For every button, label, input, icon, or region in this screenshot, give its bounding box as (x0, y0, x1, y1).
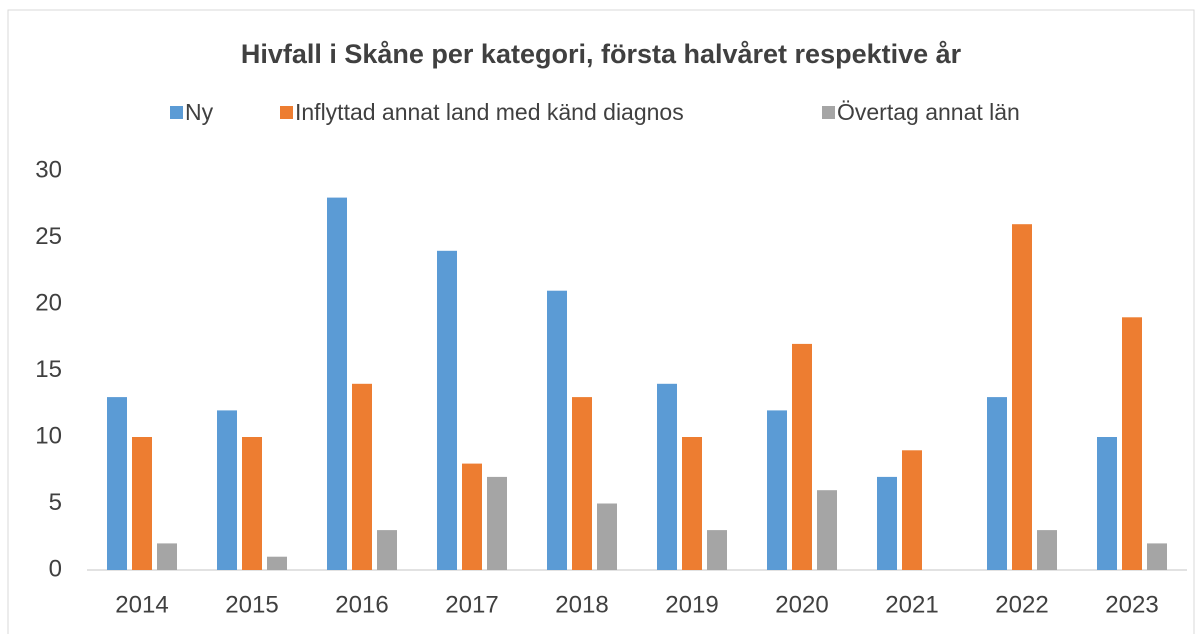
x-tick-label: 2020 (775, 591, 828, 618)
bar (817, 490, 837, 570)
bar (157, 543, 177, 570)
y-tick-label: 15 (35, 356, 62, 383)
y-tick-label: 5 (49, 489, 62, 516)
bar (217, 410, 237, 570)
x-tick-label: 2015 (225, 591, 278, 618)
legend-swatch (280, 106, 293, 119)
bar (597, 503, 617, 570)
bar (327, 197, 347, 570)
bar (462, 463, 482, 570)
bar (707, 530, 727, 570)
bar (377, 530, 397, 570)
legend-label: Inflyttad annat land med känd diagnos (295, 99, 684, 125)
bar (267, 556, 287, 570)
bar (877, 476, 897, 570)
legend-label: Övertag annat län (837, 99, 1020, 125)
bar (487, 476, 507, 570)
bar (902, 450, 922, 570)
bar (242, 437, 262, 570)
x-tick-label: 2016 (335, 591, 388, 618)
x-tick-label: 2018 (555, 591, 608, 618)
y-tick-label: 20 (35, 289, 62, 316)
y-tick-label: 25 (35, 223, 62, 250)
x-tick-label: 2023 (1105, 591, 1158, 618)
y-tick-label: 30 (35, 156, 62, 183)
bar (1147, 543, 1167, 570)
y-tick-label: 0 (49, 555, 62, 582)
x-tick-label: 2017 (445, 591, 498, 618)
legend-swatch (822, 106, 835, 119)
bar (132, 437, 152, 570)
bar (792, 343, 812, 570)
bar (1012, 224, 1032, 570)
x-tick-label: 2021 (885, 591, 938, 618)
legend-label: Ny (185, 99, 214, 125)
bar (107, 397, 127, 570)
y-tick-label: 10 (35, 422, 62, 449)
bar (1037, 530, 1057, 570)
x-tick-label: 2019 (665, 591, 718, 618)
bar (682, 437, 702, 570)
bar (352, 383, 372, 570)
x-tick-label: 2014 (115, 591, 168, 618)
bar (547, 290, 567, 570)
bar (657, 383, 677, 570)
bar (987, 397, 1007, 570)
bar (1097, 437, 1117, 570)
bar (572, 397, 592, 570)
chart-title: Hivfall i Skåne per kategori, första hal… (241, 39, 962, 69)
x-tick-label: 2022 (995, 591, 1048, 618)
bar (767, 410, 787, 570)
bar (437, 250, 457, 571)
bar (1122, 317, 1142, 570)
legend-swatch (170, 106, 183, 119)
